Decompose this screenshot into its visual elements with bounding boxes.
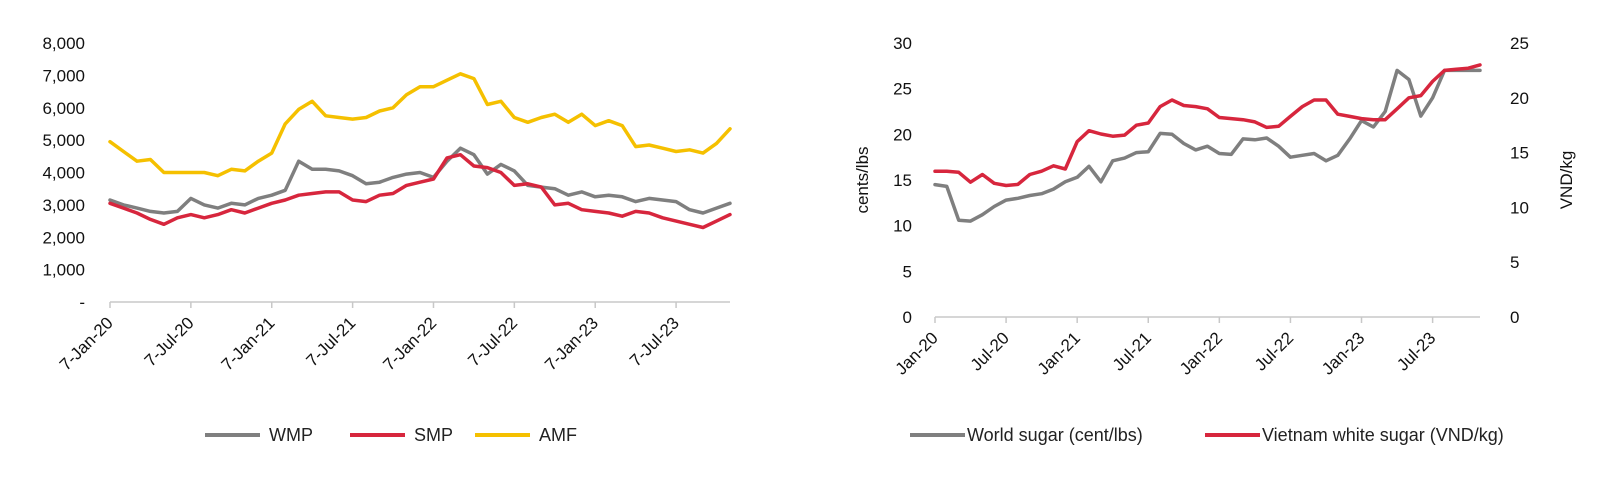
series-line-wmp	[108, 146, 732, 215]
y-tick-label: 15	[893, 171, 912, 190]
y-tick-label: 0	[903, 308, 912, 327]
x-tick-label: Jan-21	[1034, 328, 1084, 378]
x-tick-label: Jan-23	[1318, 328, 1368, 378]
y-tick-label: 20	[893, 125, 912, 144]
x-tick-label: 7-Jan-21	[218, 313, 279, 374]
y-tick-label: 5	[903, 262, 912, 281]
x-tick-label: 7-Jan-20	[56, 313, 117, 374]
x-tick-label: Jan-20	[892, 328, 942, 378]
y-tick-label: -	[79, 293, 85, 312]
y-tick-label: 3,000	[42, 196, 85, 215]
y-tick-label: 6,000	[42, 99, 85, 118]
x-tick-label: Jul-22	[1251, 328, 1297, 374]
y2-tick-label: 15	[1510, 144, 1529, 163]
y-tick-label: 4,000	[42, 164, 85, 183]
series-line-smp	[108, 152, 732, 230]
series-line-world-sugar-cent-lbs	[933, 68, 1482, 223]
chart-1: 7-Jan-20 7-Jul-20 7-Jan-21 7-Jul-21 7-Jan-22…	[42, 34, 732, 445]
y-tick-label: 10	[893, 217, 912, 236]
y2-tick-label: 20	[1510, 89, 1529, 108]
x-tick-label: 7-Jan-22	[379, 313, 440, 374]
x-tick-label: 7-Jul-23	[626, 313, 683, 370]
y-tick-label: 2,000	[42, 228, 85, 247]
y-tick-label: 25	[893, 80, 912, 99]
legend-label: Vietnam white sugar (VND/kg)	[1262, 425, 1504, 445]
x-tick-label: Jul-21	[1109, 328, 1155, 374]
y2-axis-title: VND/kg	[1557, 151, 1576, 210]
y-tick-label: 8,000	[42, 34, 85, 53]
x-tick-label: Jan-22	[1176, 328, 1226, 378]
y-tick-label: 7,000	[42, 66, 85, 85]
series-line-vietnam-white-sugar-vnd-kg	[933, 63, 1482, 188]
series-line-amf	[108, 72, 732, 178]
y-axis-title: cents/lbs	[853, 146, 872, 213]
legend-label: World sugar (cent/lbs)	[967, 425, 1143, 445]
legend-label: AMF	[539, 425, 577, 445]
y-tick-label: 1,000	[42, 261, 85, 280]
x-tick-label: 7-Jan-23	[541, 313, 602, 374]
chart-2: Jan-20 Jul-20 Jan-21 Jul-21 Jan-22 Jul-22 Jan-…	[853, 34, 1576, 445]
x-tick-label: Jul-23	[1393, 328, 1439, 374]
y-tick-label: 5,000	[42, 131, 85, 150]
y2-tick-label: 5	[1510, 253, 1519, 272]
y-tick-label: 30	[893, 34, 912, 53]
y2-tick-label: 10	[1510, 198, 1529, 217]
x-tick-label: Jul-20	[967, 328, 1013, 374]
legend-label: SMP	[414, 425, 453, 445]
y2-tick-label: 25	[1510, 34, 1529, 53]
y2-tick-label: 0	[1510, 308, 1519, 327]
x-tick-label: 7-Jul-22	[464, 313, 521, 370]
x-tick-label: 7-Jul-21	[303, 313, 360, 370]
x-tick-label: 7-Jul-20	[141, 313, 198, 370]
legend-label: WMP	[269, 425, 313, 445]
